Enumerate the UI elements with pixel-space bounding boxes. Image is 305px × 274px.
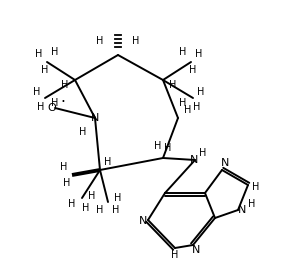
Text: O: O [48, 103, 56, 113]
Text: H: H [114, 193, 122, 203]
Text: H: H [96, 205, 104, 215]
Text: H: H [184, 105, 192, 115]
Text: N: N [91, 113, 99, 123]
Text: ·: · [61, 96, 66, 110]
Text: N: N [192, 245, 200, 255]
Text: H: H [51, 47, 59, 57]
Text: H: H [193, 102, 201, 112]
Text: N: N [238, 205, 246, 215]
Text: H: H [41, 65, 49, 75]
Text: H: H [82, 203, 90, 213]
Text: H: H [61, 80, 69, 90]
Text: H: H [60, 162, 68, 172]
Text: H: H [199, 148, 207, 158]
Text: H: H [248, 199, 256, 209]
Text: H: H [35, 49, 43, 59]
Text: H: H [112, 205, 120, 215]
Text: H: H [51, 98, 59, 108]
Text: H: H [96, 36, 104, 46]
Text: H: H [63, 178, 71, 188]
Text: H: H [169, 80, 177, 90]
Text: H: H [171, 250, 179, 260]
Text: H: H [79, 127, 87, 137]
Text: H: H [179, 98, 187, 108]
Text: H: H [164, 143, 172, 153]
Text: H: H [68, 199, 76, 209]
Text: H: H [189, 65, 197, 75]
Text: H: H [88, 191, 96, 201]
Text: H: H [37, 102, 45, 112]
Text: H: H [104, 157, 112, 167]
Text: H: H [154, 141, 162, 151]
Text: N: N [190, 155, 198, 165]
Text: H: H [252, 182, 260, 192]
Text: N: N [139, 216, 147, 226]
Text: H: H [195, 49, 203, 59]
Text: H: H [179, 47, 187, 57]
Text: N: N [221, 158, 229, 168]
Text: H: H [33, 87, 41, 97]
Text: H: H [132, 36, 140, 46]
Text: H: H [197, 87, 205, 97]
